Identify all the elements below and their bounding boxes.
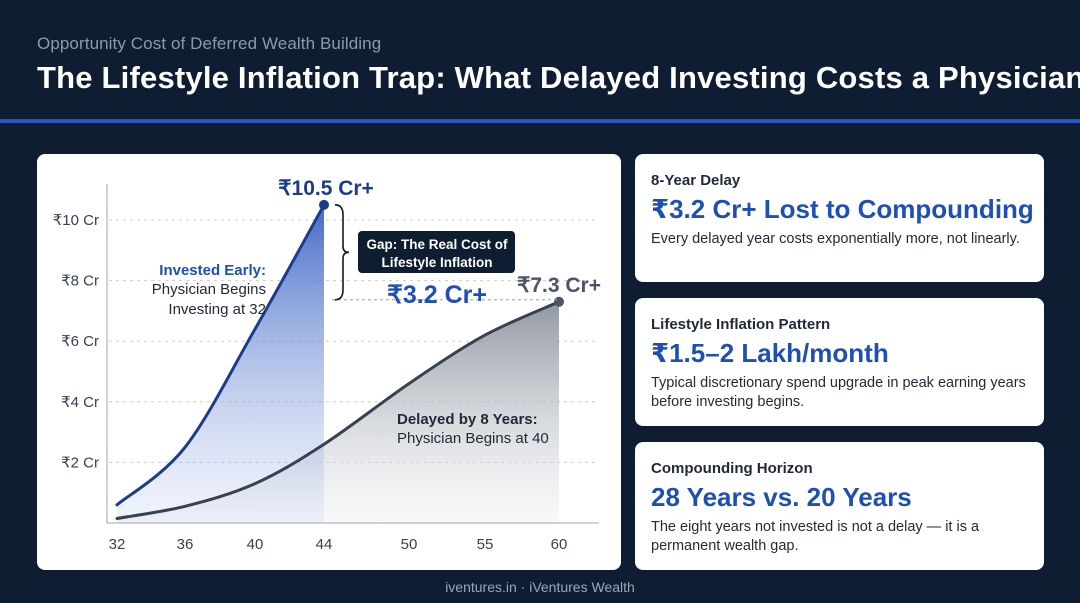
x-tick-label: 60 <box>551 536 568 553</box>
card-delay-label: 8-Year Delay <box>651 172 741 189</box>
early-series-label-line: Investing at 32 <box>168 301 266 318</box>
y-tick-label: ₹8 Cr <box>61 273 99 290</box>
early-series-label-line: Physician Begins <box>152 281 266 298</box>
x-tick-label: 55 <box>477 536 494 553</box>
card-delay: 8-Year Delay ₹3.2 Cr+ Lost to Compoundin… <box>635 154 1044 282</box>
gap-box <box>358 231 515 273</box>
y-tick-label: ₹6 Cr <box>61 333 99 350</box>
card-lifestyle-desc: Typical discretionary spend upgrade in p… <box>651 375 1026 410</box>
delayed-end-marker <box>554 296 564 307</box>
gap-brace <box>334 204 350 301</box>
early-series-label-title: Invested Early: <box>159 262 266 279</box>
gap-box-line1: Gap: The Real Cost of <box>366 237 508 252</box>
delayed-series-line <box>115 300 561 520</box>
y-tick-label: ₹10 Cr <box>53 212 99 229</box>
kicker: Opportunity Cost of Deferred Wealth Buil… <box>37 34 382 53</box>
card-horizon-value: 28 Years vs. 20 Years <box>651 482 912 512</box>
header-rule <box>0 119 1080 123</box>
x-tick-label: 44 <box>316 536 333 553</box>
card-horizon-desc: The eight years not invested is not a de… <box>651 519 980 554</box>
page-title: The Lifestyle Inflation Trap: What Delay… <box>37 60 1080 95</box>
delayed-series-label-line: Physician Begins at 40 <box>397 430 549 447</box>
delayed-series-label-title: Delayed by 8 Years: <box>397 411 538 428</box>
x-tick-label: 40 <box>247 536 264 553</box>
early-series-line <box>115 203 326 507</box>
y-tick-label: ₹2 Cr <box>61 454 99 471</box>
gap-value: ₹3.2 Cr+ <box>387 281 487 309</box>
chart-card: ₹10 Cr ₹8 Cr ₹6 Cr ₹4 Cr ₹2 Cr 32 36 40 44 50 55 60… <box>37 154 621 570</box>
card-horizon-label: Compounding Horizon <box>651 460 813 477</box>
early-area <box>117 204 324 524</box>
card-lifestyle-value: ₹1.5–2 Lakh/month <box>651 338 889 368</box>
card-delay-desc: Every delayed year costs exponentially m… <box>651 231 1020 247</box>
delayed-area <box>117 301 559 523</box>
card-delay-value: ₹3.2 Cr+ Lost to Compounding <box>651 194 1034 224</box>
x-tick-label: 50 <box>401 536 418 553</box>
early-end-label: ₹10.5 Cr+ <box>278 177 374 200</box>
footer: iventures.in · iVentures Wealth <box>445 579 635 595</box>
delayed-end-label: ₹7.3 Cr+ <box>517 274 601 297</box>
gap-box-line2: Lifestyle Inflation <box>381 255 492 270</box>
x-tick-label: 32 <box>109 536 126 553</box>
chart-svg: ₹10 Cr ₹8 Cr ₹6 Cr ₹4 Cr ₹2 Cr 32 36 40 44 50 55 60… <box>53 177 601 553</box>
card-lifestyle: Lifestyle Inflation Pattern ₹1.5–2 Lakh/… <box>635 298 1044 426</box>
x-tick-label: 36 <box>177 536 194 553</box>
card-lifestyle-label: Lifestyle Inflation Pattern <box>651 316 831 333</box>
card-horizon: Compounding Horizon 28 Years vs. 20 Year… <box>635 442 1044 570</box>
early-end-marker <box>319 199 329 210</box>
y-tick-label: ₹4 Cr <box>61 394 99 411</box>
